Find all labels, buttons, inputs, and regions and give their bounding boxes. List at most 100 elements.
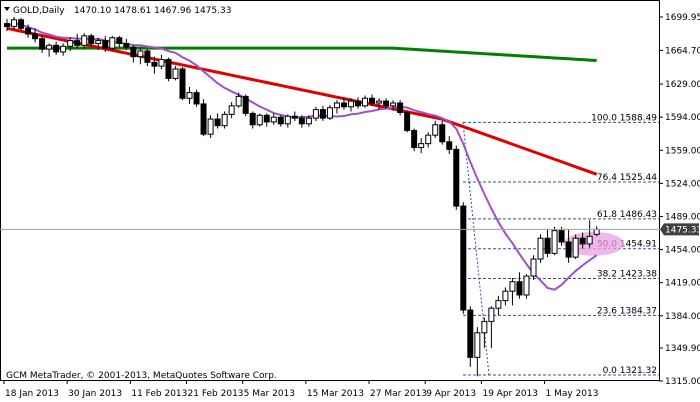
candle-bear-body[interactable]	[200, 103, 207, 135]
collapse-triangle-icon[interactable]	[4, 7, 10, 11]
candle-bear-body[interactable]	[74, 40, 81, 46]
candle-bear-body[interactable]	[214, 118, 221, 127]
candle-bull-body[interactable]	[235, 95, 242, 107]
candle-bear-body[interactable]	[516, 281, 523, 296]
candle-bull-body[interactable]	[390, 102, 397, 107]
candle-bull-body[interactable]	[523, 275, 530, 296]
price-tag-value: 1475.33	[665, 225, 700, 235]
symbol-label: GOLD,Daily	[13, 6, 65, 16]
candle-bear-body[interactable]	[193, 92, 200, 105]
candle-bull-body[interactable]	[221, 113, 228, 127]
candle-bull-body[interactable]	[593, 228, 600, 235]
candle-bear-body[interactable]	[383, 100, 390, 107]
candle-bull-body[interactable]	[347, 100, 354, 108]
candle-bear-body[interactable]	[460, 205, 467, 311]
candle-bull-body[interactable]	[270, 116, 277, 123]
candle-bull-body[interactable]	[502, 290, 509, 302]
candle-bull-body[interactable]	[488, 307, 495, 322]
candle-bull-body[interactable]	[305, 117, 312, 125]
candle-bear-body[interactable]	[298, 117, 305, 125]
candle-bull-body[interactable]	[46, 44, 53, 50]
candle-bull-body[interactable]	[67, 40, 74, 47]
candle-bear-body[interactable]	[439, 124, 446, 143]
candle-bear-body[interactable]	[565, 241, 572, 258]
candle-bear-body[interactable]	[39, 38, 46, 50]
candle-bull-body[interactable]	[158, 59, 165, 67]
candle-bear-body[interactable]	[249, 112, 256, 126]
candle-bull-body[interactable]	[172, 68, 179, 79]
time-axis[interactable]: 18 Jan 2013 30 Jan 2013 11 Feb 2013 21 Feb …	[3, 380, 599, 399]
candle-bear-body[interactable]	[165, 59, 172, 79]
candle-bull-body[interactable]	[207, 118, 214, 135]
candle-bull-body[interactable]	[284, 115, 291, 125]
candle-bear-body[interactable]	[453, 148, 460, 207]
candle-bear-body[interactable]	[4, 23, 10, 27]
candle-bull-body[interactable]	[60, 45, 67, 53]
chart-header: GOLD,Daily 1470.10 1478.61 1467.96 1475.…	[4, 6, 231, 16]
candle-bull-body[interactable]	[109, 37, 116, 49]
candle-bull-body[interactable]	[586, 235, 593, 245]
candle-bear-body[interactable]	[102, 40, 109, 49]
candle-bull-body[interactable]	[81, 35, 88, 46]
candle-bull-body[interactable]	[326, 107, 333, 119]
candle-bear-body[interactable]	[579, 237, 586, 245]
candle-bear-body[interactable]	[18, 19, 25, 29]
price-tag-background	[660, 223, 699, 236]
candle-bull-body[interactable]	[418, 143, 425, 148]
candle-bear-body[interactable]	[291, 115, 298, 119]
candle-bear-body[interactable]	[277, 116, 284, 125]
candle-bull-body[interactable]	[362, 97, 369, 107]
candle-bull-body[interactable]	[474, 332, 481, 358]
candle-bull-body[interactable]	[312, 109, 319, 119]
candle-bull-body[interactable]	[228, 105, 235, 115]
y-tick-label: 1664.70	[665, 46, 700, 56]
candle-bear-body[interactable]	[404, 111, 411, 131]
candle-bear-body[interactable]	[144, 50, 151, 63]
y-tick-label: 1594.00	[665, 113, 700, 123]
candle-bull-body[interactable]	[95, 40, 102, 44]
candle-bear-body[interactable]	[123, 42, 130, 48]
candle-bull-body[interactable]	[425, 134, 432, 145]
x-tick-label: 19 Apr 2013	[482, 389, 538, 399]
candle-bear-body[interactable]	[179, 68, 186, 99]
candle-bull-body[interactable]	[432, 124, 439, 136]
candle-bear-body[interactable]	[242, 95, 249, 114]
candle-bear-body[interactable]	[355, 100, 361, 107]
candle-bull-body[interactable]	[137, 50, 144, 58]
candle-bull-body[interactable]	[509, 281, 516, 292]
fibonacci-retracement[interactable]: 100.0 1588.49 76.4 1525.44 61.8 1486.43 50.…	[462, 113, 659, 376]
candle-bull-body[interactable]	[551, 230, 558, 254]
price-axis[interactable]: 1699.95 1664.70 1629.00 1594.00 1559.00 1524.…	[659, 13, 700, 387]
candle-bear-body[interactable]	[151, 61, 158, 67]
candle-bear-body[interactable]	[319, 109, 326, 119]
candle-bear-body[interactable]	[263, 114, 270, 123]
fib-level-label: 61.8 1486.43	[597, 210, 657, 220]
candle-bull-body[interactable]	[495, 300, 502, 309]
candle-bear-body[interactable]	[411, 129, 418, 148]
candle-bull-body[interactable]	[481, 320, 488, 334]
candlesticks[interactable]	[4, 16, 600, 377]
candle-bear-body[interactable]	[369, 97, 376, 104]
candle-bear-body[interactable]	[130, 46, 137, 58]
candle-bear-body[interactable]	[397, 102, 404, 113]
candle-bull-body[interactable]	[11, 19, 18, 27]
candle-bear-body[interactable]	[467, 309, 474, 358]
candle-bear-body[interactable]	[32, 33, 39, 40]
candle-bear-body[interactable]	[88, 35, 95, 44]
candle-bull-body[interactable]	[530, 258, 537, 277]
candle-bear-body[interactable]	[116, 37, 123, 44]
candle-bull-body[interactable]	[186, 92, 193, 99]
candle-bear-body[interactable]	[340, 102, 347, 108]
candle-bear-body[interactable]	[544, 237, 551, 254]
candle-bear-body[interactable]	[558, 230, 565, 243]
candle-bull-body[interactable]	[537, 237, 544, 260]
candle-bull-body[interactable]	[256, 114, 263, 126]
candle-bull-body[interactable]	[376, 100, 383, 104]
candle-bull-body[interactable]	[333, 102, 340, 109]
candle-bear-body[interactable]	[446, 141, 453, 150]
candle-bull-body[interactable]	[572, 237, 579, 258]
candle-bear-body[interactable]	[25, 27, 32, 35]
candle-bear-body[interactable]	[53, 44, 60, 53]
